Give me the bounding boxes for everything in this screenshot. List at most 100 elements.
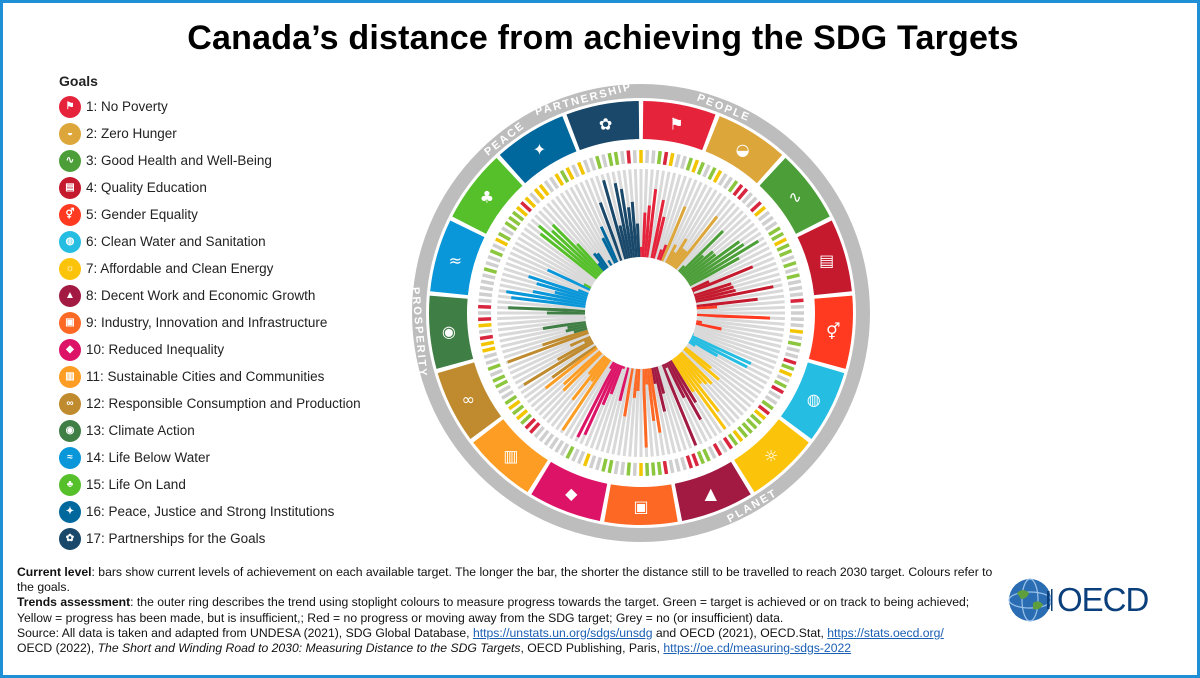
- target-bar-bg: [658, 365, 693, 449]
- target-bar-bg: [611, 367, 632, 455]
- heartbeat-icon: ∿: [59, 149, 81, 172]
- trend-tick: [771, 231, 785, 242]
- trend-tick: [680, 456, 687, 471]
- target-bar-bg: [497, 300, 586, 311]
- legend-item-label: 1: No Poverty: [86, 99, 168, 114]
- target-bar-bg: [656, 365, 687, 451]
- legend-item: ◉ 13: Climate Action: [59, 417, 389, 444]
- trend-tick: [757, 404, 771, 416]
- dove-icon: ✦: [59, 500, 81, 523]
- trend-tick: [601, 458, 608, 472]
- target-bar: [607, 259, 614, 267]
- trend-tick: [737, 425, 749, 439]
- target-bar: [590, 357, 610, 383]
- target-bar: [694, 285, 734, 300]
- trend-tick: [548, 176, 560, 190]
- trend-tick: [543, 180, 555, 193]
- trend-tick: [595, 155, 602, 170]
- trend-tick: [483, 267, 498, 274]
- trend-tick: [764, 220, 778, 232]
- trend-tick: [515, 205, 529, 217]
- target-bar: [695, 285, 774, 304]
- target-bar: [682, 250, 714, 278]
- target-bar: [556, 339, 593, 362]
- trend-tick: [478, 317, 492, 322]
- target-bar-bg: [694, 326, 781, 354]
- trend-tick: [588, 455, 597, 469]
- trend-tick: [668, 152, 675, 167]
- legend-item-label: 17: Partnerships for the Goals: [86, 531, 266, 546]
- trend-tick: [480, 279, 495, 286]
- trend-tick: [668, 459, 675, 474]
- trend-tick: [489, 368, 504, 377]
- target-bar: [646, 188, 658, 258]
- target-bar-bg: [696, 320, 784, 338]
- target-bar: [695, 288, 736, 302]
- reference-note: OECD (2022), The Short and Winding Road …: [17, 641, 852, 656]
- target-bar: [554, 290, 587, 302]
- trend-tick: [707, 445, 717, 460]
- target-bar: [652, 216, 666, 259]
- legend-item-label: 8: Decent Work and Economic Growth: [86, 288, 316, 303]
- trend-tick: [588, 157, 597, 171]
- target-bar: [641, 368, 648, 448]
- eye-globe-icon: ◉: [442, 322, 456, 341]
- water-icon: ◍: [59, 230, 81, 253]
- target-bar-bg: [564, 189, 614, 267]
- trend-tick: [554, 439, 565, 453]
- trend-tick: [577, 161, 586, 176]
- target-bar: [643, 205, 651, 258]
- goal-segment: [499, 116, 577, 184]
- trend-tick: [741, 421, 753, 434]
- target-bar: [608, 361, 615, 370]
- target-bar: [506, 290, 586, 306]
- trend-tick: [607, 152, 614, 167]
- trend-tick: [548, 436, 560, 450]
- trend-tick: [645, 462, 650, 476]
- book-icon: ▤: [819, 251, 834, 270]
- target-bar-bg: [546, 202, 606, 272]
- trend-tick: [489, 249, 504, 258]
- legend-item: ▣ 9: Industry, Innovation and Infrastruct…: [59, 309, 389, 336]
- trend-tick: [538, 429, 550, 443]
- trend-tick: [717, 439, 728, 453]
- target-bar-bg: [696, 315, 785, 326]
- trend-tick: [674, 154, 681, 168]
- trend-tick: [601, 154, 608, 168]
- target-bar: [583, 363, 619, 436]
- undesa-link[interactable]: https://unstats.un.org/sdgs/unsdg: [472, 625, 653, 640]
- target-bar: [630, 201, 639, 258]
- target-bar: [601, 364, 621, 406]
- trend-tick: [707, 166, 717, 181]
- oecd-stat-link[interactable]: https://stats.oecd.org/: [827, 625, 944, 640]
- legend-list: ⚑ 1: No Poverty ◒ 2: Zero Hunger ∿ 3: Good He…: [59, 93, 389, 552]
- target-bar: [676, 354, 703, 385]
- target-bar: [539, 232, 598, 280]
- target-bar: [672, 250, 688, 269]
- target-bar: [507, 330, 589, 364]
- trend-tick: [745, 417, 758, 430]
- target-bar: [528, 275, 589, 298]
- legend-item-label: 7: Affordable and Clean Energy: [86, 261, 274, 276]
- target-bar-bg: [696, 305, 785, 313]
- trend-tick: [790, 298, 804, 303]
- goal-segment: [452, 157, 523, 234]
- trend-tick: [571, 448, 580, 462]
- trend-tick: [662, 151, 669, 166]
- target-bar: [691, 280, 710, 291]
- city-icon: ▥: [59, 365, 81, 388]
- trend-tick: [497, 231, 511, 242]
- target-bar-bg: [564, 359, 614, 437]
- legend-item: ≈14: Life Below Water: [59, 444, 389, 471]
- trend-tick: [787, 279, 802, 286]
- goal-segment: [566, 101, 640, 151]
- trend-tick: [613, 460, 620, 475]
- legend-item-label: 14: Life Below Water: [86, 450, 211, 465]
- target-bar-bg: [663, 181, 703, 263]
- target-bar-bg: [696, 318, 785, 332]
- legend-item: ▤ 4: Quality Education: [59, 174, 389, 201]
- report-link[interactable]: https://oe.cd/measuring-sdgs-2022: [663, 641, 852, 656]
- target-bar: [674, 356, 720, 413]
- eye-globe-icon: ◉: [59, 419, 81, 442]
- oecd-stat-text: OECD.Stat: [760, 625, 821, 640]
